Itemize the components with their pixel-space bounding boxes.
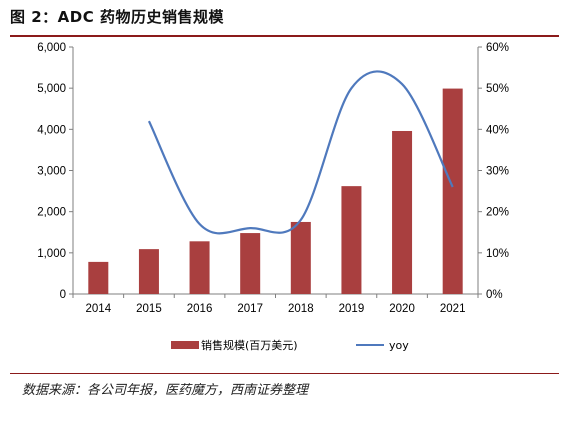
bar: [290, 221, 311, 294]
bar: [138, 249, 159, 294]
left-tick-label: 3,000: [37, 166, 66, 178]
x-tick-label: 2017: [237, 303, 263, 315]
left-tick-label: 0: [60, 289, 66, 301]
bar: [341, 186, 362, 294]
right-tick-label: 60%: [486, 42, 509, 54]
right-tick-label: 40%: [486, 124, 509, 136]
right-tick-label: 10%: [486, 248, 509, 260]
bar: [442, 88, 463, 294]
figure-title: 图 2：ADC 药物历史销售规模: [10, 8, 224, 26]
right-tick-label: 20%: [486, 207, 509, 219]
left-tick-label: 5,000: [37, 83, 66, 95]
chart-axes: 0 1,000 2,000 3,000 4,000 5,000 6,000 0% 10% 20% 3…: [37, 42, 509, 315]
left-tick-label: 4,000: [37, 124, 66, 136]
x-tick-label: 2019: [339, 303, 365, 315]
x-tick-label: 2018: [288, 303, 314, 315]
sales-chart: 0 1,000 2,000 3,000 4,000 5,000 6,000 0% 10% 20% 3…: [37, 42, 509, 352]
chart-legend: 销售规模(百万美元) yoy: [171, 338, 409, 352]
right-tick-label: 50%: [486, 83, 509, 95]
left-tick-label: 1,000: [37, 248, 66, 260]
x-tick-label: 2015: [136, 303, 162, 315]
yoy-line: [147, 70, 454, 235]
legend-bar-label: 销售规模(百万美元): [201, 338, 298, 352]
x-tick-label: 2014: [86, 303, 112, 315]
x-tick-label: 2016: [187, 303, 213, 315]
left-tick-label: 6,000: [37, 42, 66, 54]
left-tick-label: 2,000: [37, 207, 66, 219]
bar: [189, 241, 210, 294]
title-rule: [10, 35, 559, 37]
x-tick-label: 2021: [440, 303, 466, 315]
bar: [392, 130, 413, 294]
bar: [240, 233, 261, 294]
x-tick-label: 2020: [389, 303, 415, 315]
bar-series: [88, 88, 463, 294]
bar: [88, 261, 109, 294]
source-rule: [10, 373, 559, 374]
source-note: 数据来源：各公司年报，医药魔方，西南证券整理: [22, 383, 309, 398]
legend-bar-swatch: [171, 341, 199, 349]
legend-line-label: yoy: [389, 339, 409, 352]
right-tick-label: 0%: [486, 289, 503, 301]
right-tick-label: 30%: [486, 166, 509, 178]
yoy-line-series: [147, 70, 454, 235]
